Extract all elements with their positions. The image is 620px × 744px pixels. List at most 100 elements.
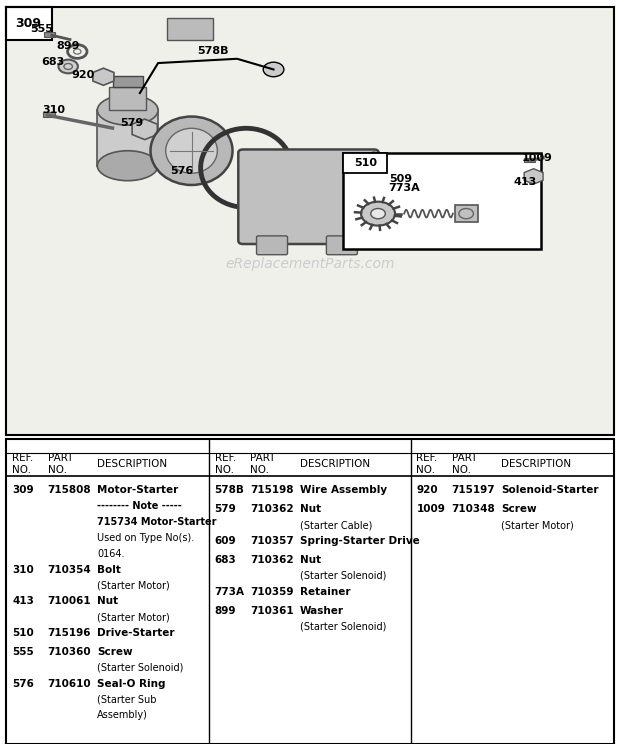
FancyBboxPatch shape: [110, 86, 146, 110]
Text: Retainer: Retainer: [299, 586, 350, 597]
Text: Washer: Washer: [299, 606, 343, 615]
Text: DESCRIPTION: DESCRIPTION: [502, 459, 572, 469]
Bar: [43, 112, 55, 117]
Text: 715808: 715808: [48, 485, 91, 496]
Text: 710361: 710361: [250, 606, 293, 615]
Text: 920: 920: [416, 485, 438, 496]
Text: Nut: Nut: [97, 597, 118, 606]
Text: 309: 309: [12, 485, 34, 496]
Text: DESCRIPTION: DESCRIPTION: [299, 459, 370, 469]
Text: Screw: Screw: [97, 647, 133, 657]
Text: Wire Assembly: Wire Assembly: [299, 485, 387, 496]
Text: 510: 510: [354, 158, 377, 168]
Text: (Starter Solenoid): (Starter Solenoid): [299, 621, 386, 632]
Text: PART
NO.: PART NO.: [451, 454, 477, 475]
Text: REF.
NO.: REF. NO.: [416, 454, 438, 475]
Text: 310: 310: [43, 105, 66, 115]
FancyBboxPatch shape: [371, 186, 428, 206]
Text: eReplacementParts.com: eReplacementParts.com: [225, 257, 395, 271]
Text: 578B: 578B: [215, 485, 244, 496]
Text: 715197: 715197: [451, 485, 495, 496]
Text: 578B: 578B: [198, 46, 229, 56]
FancyBboxPatch shape: [238, 150, 379, 244]
Text: REF.
NO.: REF. NO.: [12, 454, 33, 475]
Text: REF.
NO.: REF. NO.: [215, 454, 236, 475]
Text: 773A: 773A: [388, 183, 420, 193]
Ellipse shape: [166, 128, 218, 173]
Bar: [343, 153, 387, 173]
Ellipse shape: [151, 117, 232, 185]
Text: 683: 683: [215, 555, 236, 565]
Text: 710348: 710348: [451, 504, 495, 514]
FancyBboxPatch shape: [257, 236, 288, 254]
Text: 576: 576: [12, 679, 34, 689]
Text: (Starter Cable): (Starter Cable): [299, 520, 372, 530]
Ellipse shape: [97, 95, 158, 125]
Text: 710061: 710061: [48, 597, 91, 606]
Text: DESCRIPTION: DESCRIPTION: [97, 459, 167, 469]
Bar: [6, 7, 51, 39]
Bar: [525, 158, 536, 162]
Text: 555: 555: [30, 24, 53, 33]
Text: 579: 579: [215, 504, 236, 514]
Text: 509: 509: [389, 173, 412, 184]
Text: 1009: 1009: [416, 504, 445, 514]
Ellipse shape: [361, 153, 386, 240]
Text: 710610: 710610: [48, 679, 91, 689]
Text: 413: 413: [513, 176, 537, 187]
Text: (Starter Sub: (Starter Sub: [97, 695, 157, 705]
Text: 899: 899: [56, 42, 79, 51]
Text: 710354: 710354: [48, 565, 91, 574]
Text: 899: 899: [215, 606, 236, 615]
Text: 683: 683: [42, 57, 64, 67]
Text: Assembly): Assembly): [97, 711, 148, 720]
Text: 579: 579: [120, 118, 144, 128]
Text: 710360: 710360: [48, 647, 91, 657]
Text: Motor-Starter: Motor-Starter: [97, 485, 179, 496]
Text: 576: 576: [170, 166, 193, 176]
Text: 710359: 710359: [250, 586, 293, 597]
Text: Used on Type No(s).: Used on Type No(s).: [97, 533, 195, 543]
Text: PART
NO.: PART NO.: [250, 454, 275, 475]
Text: 710362: 710362: [250, 555, 293, 565]
Text: 710362: 710362: [250, 504, 293, 514]
Text: Nut: Nut: [299, 555, 321, 565]
Text: PART
NO.: PART NO.: [48, 454, 73, 475]
FancyBboxPatch shape: [454, 205, 477, 222]
Circle shape: [361, 202, 395, 225]
Bar: [343, 153, 541, 249]
Text: 715734 Motor-Starter: 715734 Motor-Starter: [97, 517, 217, 527]
Text: Bolt: Bolt: [97, 565, 122, 574]
FancyBboxPatch shape: [45, 32, 55, 37]
Text: 555: 555: [12, 647, 34, 657]
Text: 510: 510: [12, 628, 34, 638]
Text: (Starter Motor): (Starter Motor): [97, 580, 170, 591]
Circle shape: [58, 60, 78, 74]
Text: -------- Note -----: -------- Note -----: [97, 501, 182, 511]
Text: Spring-Starter Drive: Spring-Starter Drive: [299, 536, 419, 546]
Text: Drive-Starter: Drive-Starter: [97, 628, 175, 638]
Text: (Starter Motor): (Starter Motor): [502, 520, 574, 530]
Text: 710357: 710357: [250, 536, 294, 546]
Text: 1009: 1009: [521, 153, 552, 163]
Text: 0164.: 0164.: [97, 549, 125, 559]
Text: 310: 310: [12, 565, 34, 574]
Text: 609: 609: [215, 536, 236, 546]
Text: (Starter Motor): (Starter Motor): [97, 612, 170, 622]
Text: Seal-O Ring: Seal-O Ring: [97, 679, 166, 689]
Text: Nut: Nut: [299, 504, 321, 514]
Text: (Starter Solenoid): (Starter Solenoid): [299, 571, 386, 581]
Text: (Starter Solenoid): (Starter Solenoid): [97, 663, 184, 673]
Text: 920: 920: [72, 70, 95, 80]
Text: Solenoid-Starter: Solenoid-Starter: [502, 485, 599, 496]
FancyBboxPatch shape: [326, 236, 357, 254]
Text: 309: 309: [16, 17, 42, 31]
Text: Screw: Screw: [502, 504, 537, 514]
Circle shape: [264, 62, 284, 77]
Text: 715198: 715198: [250, 485, 293, 496]
Ellipse shape: [97, 151, 158, 181]
Text: 773A: 773A: [215, 586, 245, 597]
FancyBboxPatch shape: [97, 110, 158, 166]
Text: 413: 413: [12, 597, 34, 606]
Text: 715196: 715196: [48, 628, 91, 638]
